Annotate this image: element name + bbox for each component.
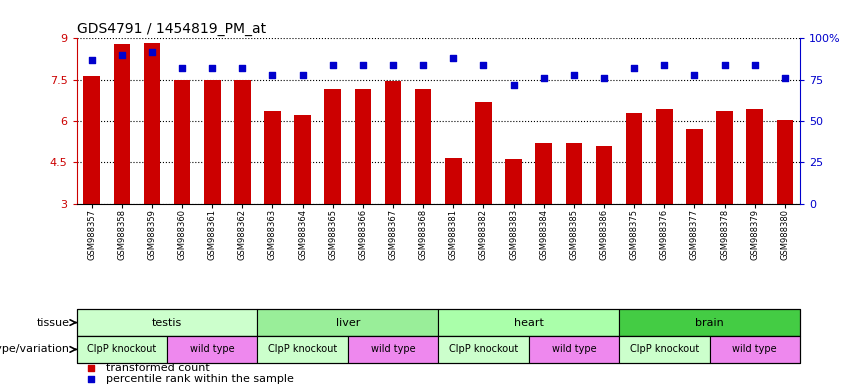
- Point: [477, 62, 490, 68]
- Bar: [619, 336, 710, 363]
- Bar: [625, 113, 643, 204]
- Point: [175, 65, 189, 71]
- Bar: [438, 336, 528, 363]
- Bar: [746, 109, 763, 204]
- Point: [778, 75, 791, 81]
- Point: [717, 62, 731, 68]
- Text: ClpP knockout: ClpP knockout: [87, 344, 157, 354]
- Bar: [204, 80, 220, 204]
- Text: wild type: wild type: [190, 344, 235, 354]
- Bar: [77, 309, 257, 336]
- Text: percentile rank within the sample: percentile rank within the sample: [106, 374, 294, 384]
- Point: [748, 62, 762, 68]
- Bar: [113, 44, 130, 204]
- Text: ClpP knockout: ClpP knockout: [448, 344, 518, 354]
- Bar: [475, 102, 492, 204]
- Bar: [686, 129, 703, 204]
- Point: [84, 376, 98, 382]
- Bar: [445, 158, 461, 204]
- Bar: [596, 146, 613, 204]
- Text: brain: brain: [695, 318, 724, 328]
- Point: [688, 72, 701, 78]
- Bar: [257, 336, 348, 363]
- Point: [658, 62, 671, 68]
- Point: [447, 55, 460, 61]
- Point: [567, 72, 580, 78]
- Text: tissue: tissue: [37, 318, 70, 328]
- Text: testis: testis: [151, 318, 182, 328]
- Bar: [355, 89, 371, 204]
- Bar: [264, 111, 281, 204]
- Bar: [415, 89, 431, 204]
- Point: [537, 75, 551, 81]
- Text: ClpP knockout: ClpP knockout: [268, 344, 337, 354]
- Point: [296, 72, 310, 78]
- Point: [236, 65, 249, 71]
- Bar: [83, 76, 100, 204]
- Bar: [385, 81, 402, 204]
- Bar: [619, 309, 800, 336]
- Point: [205, 65, 219, 71]
- Bar: [167, 336, 257, 363]
- Point: [507, 81, 521, 88]
- Bar: [348, 336, 438, 363]
- Bar: [144, 43, 160, 204]
- Bar: [656, 109, 672, 204]
- Point: [416, 62, 430, 68]
- Text: genotype/variation: genotype/variation: [0, 344, 70, 354]
- Text: wild type: wild type: [733, 344, 777, 354]
- Bar: [438, 309, 619, 336]
- Bar: [505, 159, 522, 204]
- Point: [266, 72, 279, 78]
- Bar: [710, 336, 800, 363]
- Point: [386, 62, 400, 68]
- Text: ClpP knockout: ClpP knockout: [630, 344, 699, 354]
- Bar: [174, 80, 191, 204]
- Bar: [234, 80, 251, 204]
- Text: wild type: wild type: [371, 344, 415, 354]
- Bar: [535, 143, 552, 204]
- Text: transformed count: transformed count: [106, 363, 209, 373]
- Bar: [77, 336, 167, 363]
- Point: [597, 75, 611, 81]
- Bar: [324, 89, 341, 204]
- Text: wild type: wild type: [551, 344, 597, 354]
- Point: [627, 65, 641, 71]
- Bar: [528, 336, 619, 363]
- Bar: [717, 111, 733, 204]
- Text: heart: heart: [514, 318, 544, 328]
- Text: GDS4791 / 1454819_PM_at: GDS4791 / 1454819_PM_at: [77, 22, 266, 36]
- Point: [356, 62, 369, 68]
- Bar: [777, 119, 793, 204]
- Point: [85, 57, 99, 63]
- Bar: [566, 143, 582, 204]
- Text: liver: liver: [335, 318, 360, 328]
- Point: [115, 52, 129, 58]
- Point: [326, 62, 340, 68]
- Point: [84, 365, 98, 371]
- Bar: [257, 309, 438, 336]
- Bar: [294, 116, 311, 204]
- Point: [146, 48, 159, 55]
